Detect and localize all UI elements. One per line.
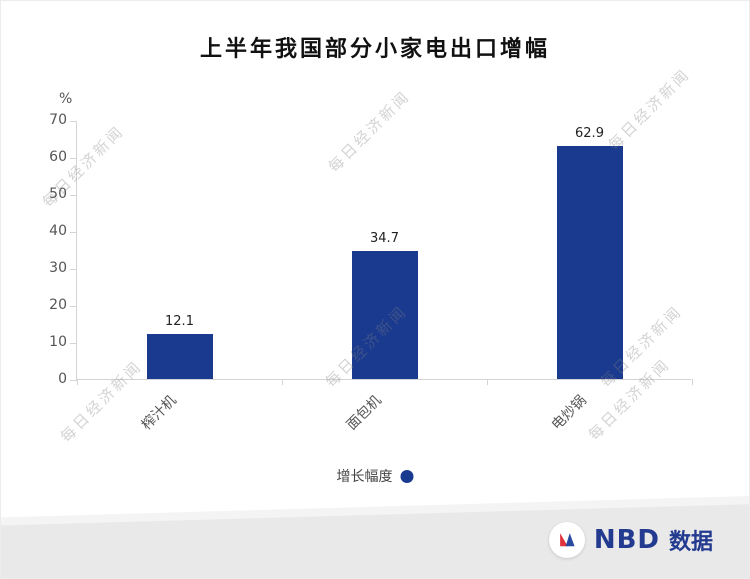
y-axis-unit-label: %: [59, 91, 73, 107]
x-axis-tick-mark: [282, 379, 283, 385]
chart-bar: [146, 334, 213, 379]
y-axis-tick-mark: [70, 158, 77, 159]
y-axis-tick-mark: [70, 269, 77, 270]
y-axis-tick-label: 70: [49, 112, 67, 128]
x-axis-tick-mark: [77, 379, 78, 385]
y-axis-tick-label: 60: [49, 149, 67, 165]
y-axis-tick-mark: [70, 195, 77, 196]
y-axis-tick-mark: [70, 306, 77, 307]
y-axis-tick-label: 10: [49, 334, 67, 350]
x-axis-tick-mark: [692, 379, 693, 385]
y-axis-tick-mark: [70, 380, 77, 381]
legend-label: 增长幅度: [336, 469, 393, 485]
bar-value-label: 12.1: [165, 314, 194, 330]
x-axis-tick-mark: [487, 379, 488, 385]
bar-value-label: 34.7: [370, 230, 399, 246]
y-axis-tick-label: 50: [49, 186, 67, 202]
chart-title: 上半年我国部分小家电出口增幅: [199, 37, 550, 62]
y-axis-tick-mark: [70, 343, 77, 344]
brand-name: NBD: [593, 525, 660, 555]
legend-marker-dot: [400, 469, 414, 483]
bar-value-label: 62.9: [575, 126, 604, 142]
nbd-logo-mark: [559, 533, 575, 547]
y-axis-tick-label: 30: [49, 260, 67, 276]
legend-item[interactable]: 增长幅度: [337, 466, 414, 486]
chart-bar: [556, 146, 623, 379]
chart-bar: [351, 250, 418, 379]
y-axis-tick-mark: [70, 232, 77, 233]
footer-band: NBD 数据: [1, 496, 749, 578]
nbd-logo-icon: [548, 522, 585, 558]
y-axis-tick-mark: [70, 121, 77, 122]
brand-suffix: 数据: [668, 530, 713, 555]
y-axis-tick-label: 20: [49, 297, 67, 313]
nbd-brand: NBD 数据: [548, 522, 713, 558]
y-axis-tick-label: 40: [49, 223, 67, 239]
y-axis-tick-label: 0: [58, 371, 67, 387]
plot-area: 0 10 20 30 40 50 60 70 12.1 榨汁机 34.7 面包机 62.9 电炒锅: [49, 112, 693, 433]
